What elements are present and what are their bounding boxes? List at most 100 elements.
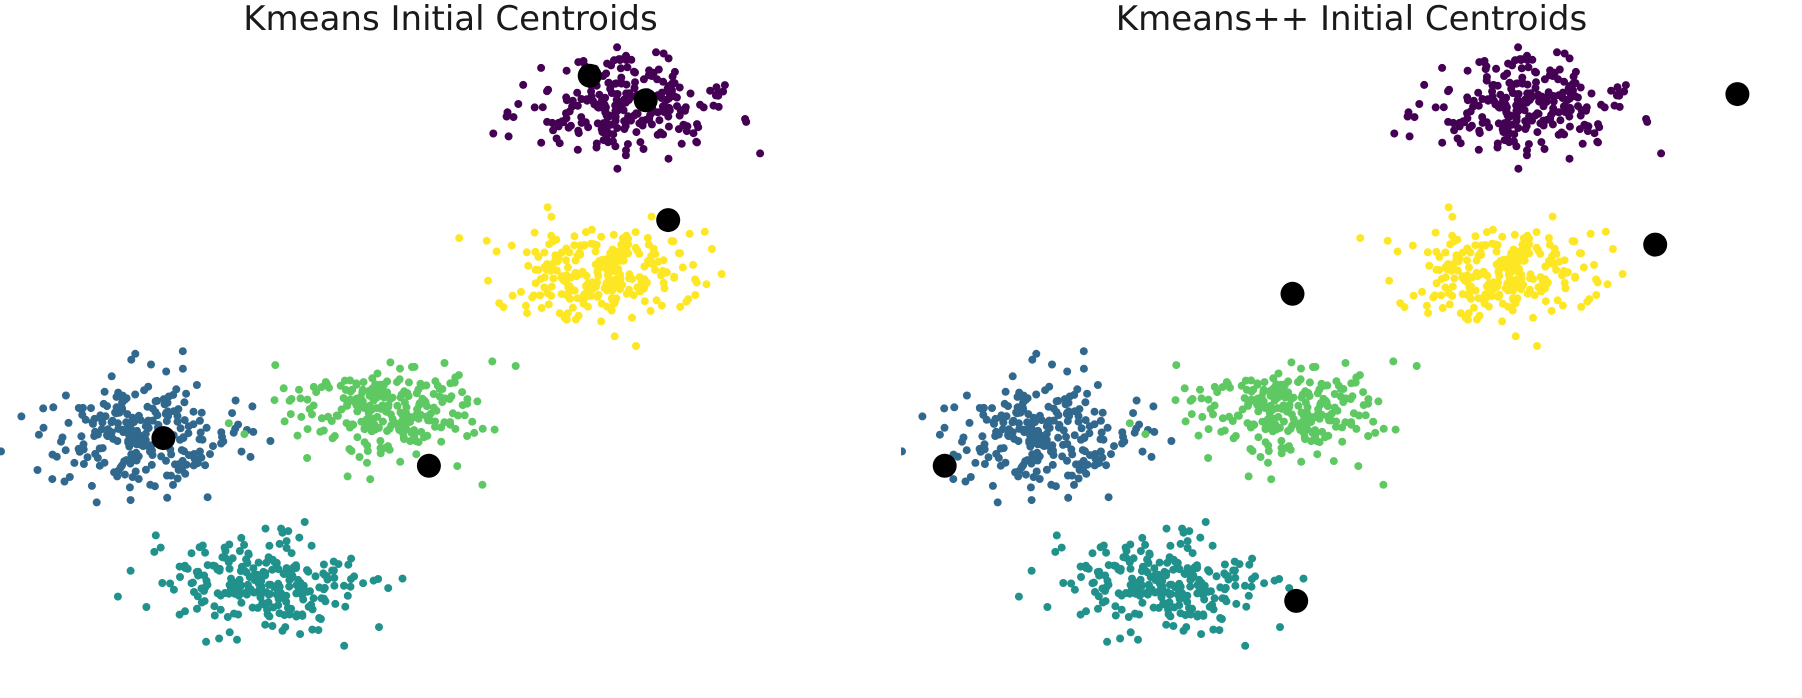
data-point (1062, 432, 1070, 441)
data-point (383, 427, 392, 435)
data-point (404, 378, 413, 387)
data-point (169, 585, 178, 594)
data-point (1269, 374, 1278, 383)
data-point (1205, 602, 1214, 611)
centroid-marker-1 (1643, 232, 1668, 257)
data-point (1058, 452, 1067, 461)
data-point (1532, 78, 1540, 87)
data-point (624, 240, 633, 249)
data-point (1172, 361, 1181, 370)
data-point (600, 100, 609, 109)
data-point (691, 291, 700, 299)
data-point (1023, 456, 1032, 465)
data-point (167, 450, 176, 459)
data-point (1542, 93, 1551, 102)
data-point (1164, 610, 1173, 619)
data-point (140, 386, 149, 395)
data-point (1514, 164, 1523, 173)
data-point (1138, 447, 1147, 456)
data-point (1241, 376, 1250, 385)
data-point (1507, 267, 1516, 276)
data-point (299, 595, 308, 604)
data-point (662, 96, 671, 105)
data-point (992, 449, 1001, 458)
data-point (1577, 302, 1586, 311)
data-point (638, 116, 647, 125)
data-point (1282, 443, 1291, 452)
data-point (407, 427, 416, 436)
data-point (1049, 446, 1057, 455)
data-point (565, 282, 574, 291)
data-point (677, 139, 686, 148)
data-point (163, 493, 172, 502)
data-point (180, 416, 189, 425)
data-point (1155, 558, 1164, 567)
data-point (1051, 547, 1060, 556)
data-point (504, 132, 513, 141)
data-point (642, 279, 651, 288)
data-point (628, 313, 636, 322)
data-point (1492, 247, 1501, 256)
centroids (151, 63, 681, 478)
data-point (463, 399, 472, 408)
data-point (717, 270, 726, 278)
data-point (570, 241, 579, 250)
data-point (1364, 399, 1373, 408)
data-point (1348, 392, 1357, 401)
data-point (568, 303, 577, 312)
data-point (1162, 571, 1171, 580)
data-point (607, 61, 616, 70)
data-point (319, 426, 328, 435)
data-point (1240, 394, 1249, 403)
data-point (1136, 547, 1145, 555)
data-point (659, 256, 668, 265)
data-point (1508, 306, 1517, 315)
data-point (1569, 72, 1578, 81)
data-point (1238, 405, 1247, 414)
data-point (1549, 92, 1558, 100)
data-point (1081, 416, 1090, 425)
data-point (658, 266, 667, 275)
data-point (1294, 401, 1303, 410)
data-point (613, 124, 622, 132)
data-point (1035, 475, 1044, 483)
data-point (220, 543, 229, 552)
data-point (1276, 623, 1284, 632)
data-point (1244, 591, 1253, 600)
data-point (1474, 88, 1483, 97)
data-point (499, 303, 508, 312)
data-point (1498, 317, 1507, 326)
data-point (1502, 108, 1511, 117)
data-point (173, 474, 182, 483)
data-point (1352, 424, 1361, 433)
data-point (1254, 407, 1263, 416)
data-point (1444, 117, 1453, 126)
data-point (400, 398, 409, 407)
data-point (1253, 394, 1262, 403)
data-point (644, 259, 653, 268)
data-point (1511, 332, 1520, 341)
data-point (576, 250, 585, 259)
data-point (682, 297, 691, 306)
data-point (340, 581, 348, 590)
data-point (1063, 367, 1072, 376)
data-point (1027, 566, 1036, 575)
data-point (1557, 128, 1566, 137)
data-point (1078, 446, 1087, 455)
data-point (647, 120, 656, 129)
chart-panel-kmeans: Kmeans Initial Centroids (0, 0, 765, 650)
data-point (1495, 290, 1504, 299)
data-point (984, 453, 993, 462)
scatter-plot (901, 43, 1750, 650)
data-point (1054, 423, 1063, 432)
data-point (164, 392, 173, 401)
data-point (1643, 117, 1652, 126)
data-point (1013, 392, 1022, 401)
data-point (627, 55, 636, 64)
data-point (530, 103, 539, 112)
data-point (1093, 381, 1102, 389)
data-point (49, 403, 58, 412)
data-point (1390, 129, 1399, 138)
data-point (201, 461, 210, 470)
data-point (1586, 229, 1595, 238)
